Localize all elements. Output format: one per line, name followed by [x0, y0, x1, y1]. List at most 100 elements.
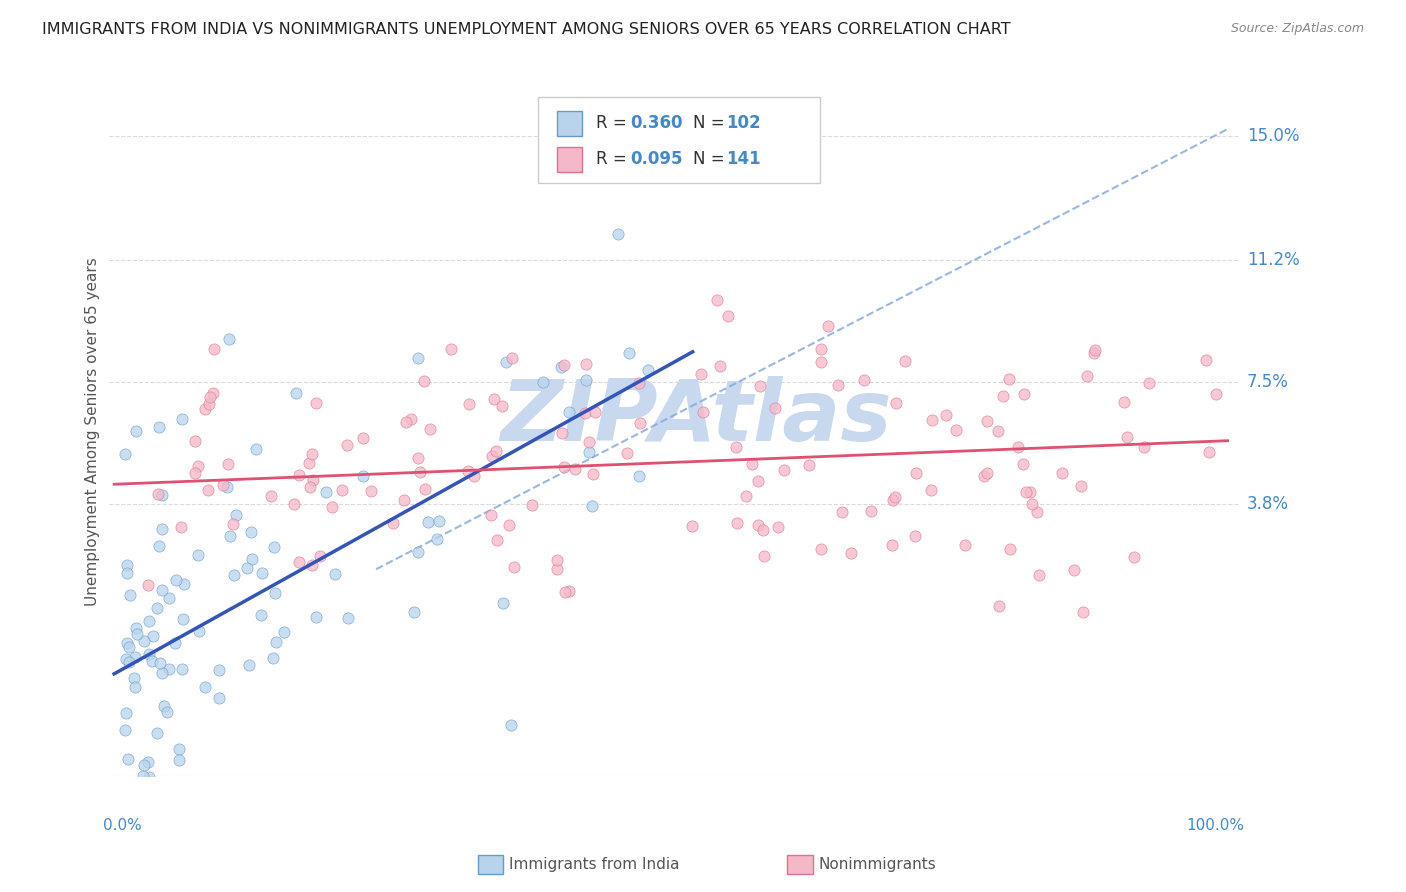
- Point: [330, 483, 353, 497]
- Point: [553, 459, 575, 474]
- Point: [222, 516, 245, 531]
- Point: [134, 758, 156, 772]
- Point: [553, 358, 575, 372]
- Point: [706, 293, 728, 307]
- Point: [260, 489, 283, 503]
- Point: [485, 444, 508, 458]
- Point: [419, 422, 441, 436]
- Point: [749, 378, 772, 392]
- Point: [252, 566, 274, 580]
- Point: [479, 508, 502, 522]
- Point: [115, 566, 138, 581]
- Point: [752, 549, 775, 563]
- Point: [546, 562, 568, 576]
- Point: [491, 596, 513, 610]
- Point: [150, 488, 173, 502]
- Point: [194, 680, 217, 694]
- Point: [558, 404, 581, 418]
- Point: [495, 354, 517, 368]
- Point: [157, 662, 180, 676]
- Point: [406, 451, 429, 466]
- Point: [413, 374, 436, 388]
- Point: [725, 516, 748, 531]
- Text: 11.2%: 11.2%: [1247, 252, 1299, 269]
- Point: [578, 434, 600, 449]
- Point: [146, 487, 169, 501]
- Point: [148, 419, 170, 434]
- FancyBboxPatch shape: [538, 96, 821, 183]
- Point: [138, 647, 160, 661]
- Point: [146, 726, 169, 740]
- Point: [187, 624, 209, 639]
- Point: [288, 555, 311, 569]
- Point: [426, 532, 449, 546]
- Point: [1122, 550, 1144, 565]
- Point: [285, 385, 308, 400]
- Point: [853, 373, 876, 387]
- Point: [810, 355, 832, 369]
- Point: [352, 468, 374, 483]
- Point: [264, 585, 287, 599]
- Point: [146, 601, 169, 615]
- Point: [120, 787, 142, 801]
- Point: [681, 519, 703, 533]
- Text: 141: 141: [727, 150, 761, 168]
- Point: [136, 755, 159, 769]
- Point: [132, 633, 155, 648]
- Point: [115, 706, 138, 720]
- Point: [150, 665, 173, 680]
- Point: [352, 431, 374, 445]
- Point: [114, 723, 136, 738]
- Point: [124, 649, 146, 664]
- Text: 3.8%: 3.8%: [1247, 494, 1289, 513]
- Point: [741, 457, 763, 471]
- Point: [135, 804, 157, 818]
- Point: [160, 810, 183, 824]
- Point: [831, 505, 853, 519]
- Point: [138, 615, 160, 629]
- Point: [882, 538, 904, 552]
- Point: [581, 500, 603, 514]
- Point: [132, 769, 155, 783]
- Text: Source: ZipAtlas.com: Source: ZipAtlas.com: [1230, 22, 1364, 36]
- Point: [578, 445, 600, 459]
- Point: [114, 446, 136, 460]
- Point: [202, 386, 225, 401]
- Text: N =: N =: [693, 150, 730, 168]
- Point: [217, 457, 239, 471]
- Point: [115, 652, 138, 666]
- Point: [884, 396, 907, 410]
- Text: Nonimmigrants: Nonimmigrants: [818, 857, 936, 871]
- Point: [894, 354, 917, 368]
- Point: [904, 529, 927, 543]
- Point: [1019, 484, 1042, 499]
- Point: [692, 405, 714, 419]
- Point: [1028, 568, 1050, 582]
- Bar: [557, 146, 582, 171]
- Point: [125, 424, 148, 438]
- Point: [616, 446, 638, 460]
- Point: [141, 654, 163, 668]
- Point: [250, 608, 273, 623]
- Point: [211, 478, 233, 492]
- Point: [118, 655, 141, 669]
- Point: [301, 447, 323, 461]
- Point: [152, 699, 174, 714]
- Point: [415, 482, 437, 496]
- Point: [724, 440, 747, 454]
- Point: [157, 591, 180, 605]
- Point: [222, 567, 245, 582]
- Text: 0.360: 0.360: [631, 114, 683, 132]
- Point: [709, 359, 731, 373]
- Point: [118, 640, 141, 655]
- Point: [1050, 467, 1073, 481]
- Point: [884, 491, 907, 505]
- Point: [138, 770, 160, 784]
- Point: [170, 662, 193, 676]
- Point: [138, 821, 160, 835]
- Point: [165, 636, 187, 650]
- Point: [481, 450, 503, 464]
- Point: [904, 466, 927, 480]
- Point: [628, 416, 651, 430]
- Point: [218, 332, 240, 346]
